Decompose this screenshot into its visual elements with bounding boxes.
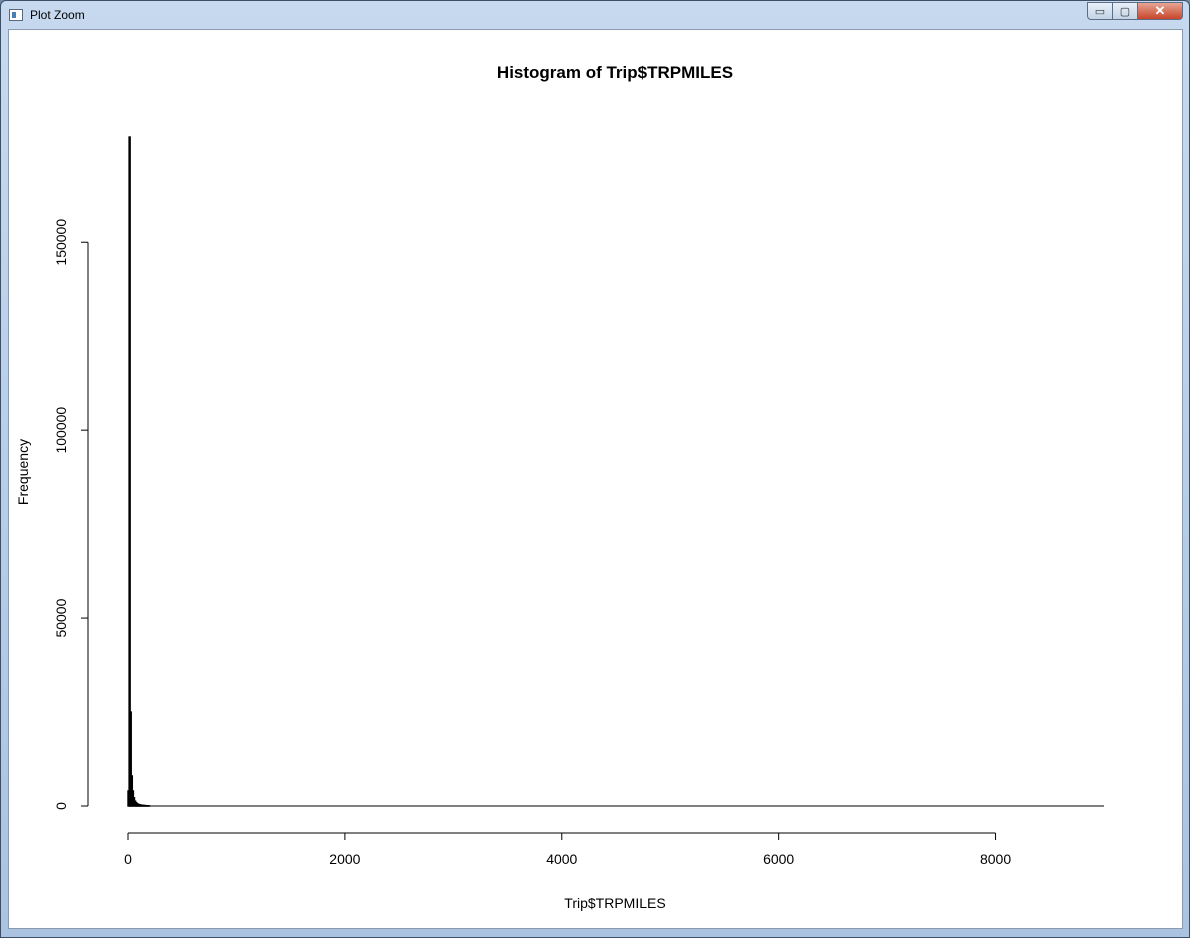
- x-tick-label: 6000: [763, 851, 794, 867]
- close-button[interactable]: ✕: [1138, 2, 1183, 20]
- x-tick-label: 0: [124, 851, 132, 867]
- maximize-button[interactable]: ▢: [1113, 2, 1138, 20]
- y-tick-label: 150000: [53, 219, 69, 266]
- minimize-icon: ▭: [1094, 5, 1106, 18]
- histogram-bars: [127, 136, 1104, 807]
- x-axis: 0 2000 4000 6000 8000: [124, 832, 1011, 867]
- histogram-chart: Histogram of Trip$TRPMILES Trip$TRPMILES…: [15, 63, 1104, 911]
- minimize-button[interactable]: ▭: [1087, 2, 1113, 20]
- x-tick-label: 4000: [546, 851, 577, 867]
- y-axis-label: Frequency: [15, 439, 31, 505]
- x-tick-label: 2000: [329, 851, 360, 867]
- y-axis: 0 50000 100000 150000: [53, 219, 89, 810]
- chart-title: Histogram of Trip$TRPMILES: [497, 63, 733, 82]
- x-tick-label: 8000: [980, 851, 1011, 867]
- plot-area: Histogram of Trip$TRPMILES Trip$TRPMILES…: [8, 29, 1183, 929]
- app-window-icon: [9, 9, 23, 21]
- window-title: Plot Zoom: [30, 8, 85, 22]
- window-controls: ▭ ▢ ✕: [1087, 2, 1183, 20]
- y-tick-label: 50000: [53, 598, 69, 637]
- y-tick-label: 100000: [53, 407, 69, 454]
- x-axis-label: Trip$TRPMILES: [564, 895, 665, 911]
- y-tick-label: 0: [53, 802, 69, 810]
- close-icon: ✕: [1154, 3, 1166, 18]
- histogram-bar-1: [128, 136, 131, 807]
- title-bar[interactable]: Plot Zoom ▭ ▢ ✕: [1, 1, 1189, 29]
- maximize-icon: ▢: [1119, 5, 1131, 18]
